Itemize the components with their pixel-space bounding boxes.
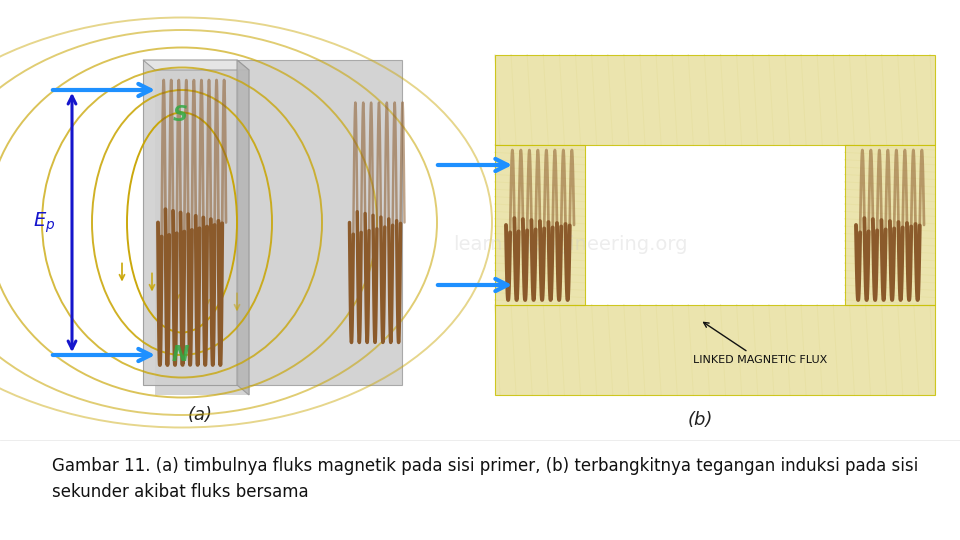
Text: N: N bbox=[171, 345, 189, 365]
Text: learningengineering.org: learningengineering.org bbox=[453, 235, 687, 254]
Text: $E_p$: $E_p$ bbox=[33, 210, 55, 235]
Bar bbox=[495, 55, 935, 145]
Text: sekunder akibat fluks bersama: sekunder akibat fluks bersama bbox=[52, 483, 308, 501]
Text: (a): (a) bbox=[187, 406, 212, 424]
Text: S: S bbox=[173, 105, 187, 125]
Text: (b): (b) bbox=[687, 411, 712, 429]
Bar bbox=[495, 305, 935, 395]
Bar bbox=[143, 60, 238, 385]
Bar bbox=[155, 70, 250, 395]
Bar bbox=[495, 145, 585, 305]
Bar bbox=[845, 145, 935, 305]
Text: LINKED MAGNETIC FLUX: LINKED MAGNETIC FLUX bbox=[693, 322, 828, 365]
Polygon shape bbox=[143, 60, 249, 70]
Text: Gambar 11. (a) timbulnya fluks magnetik pada sisi primer, (b) terbangkitnya tega: Gambar 11. (a) timbulnya fluks magnetik … bbox=[52, 457, 919, 475]
Polygon shape bbox=[237, 60, 249, 395]
Bar bbox=[237, 60, 402, 385]
